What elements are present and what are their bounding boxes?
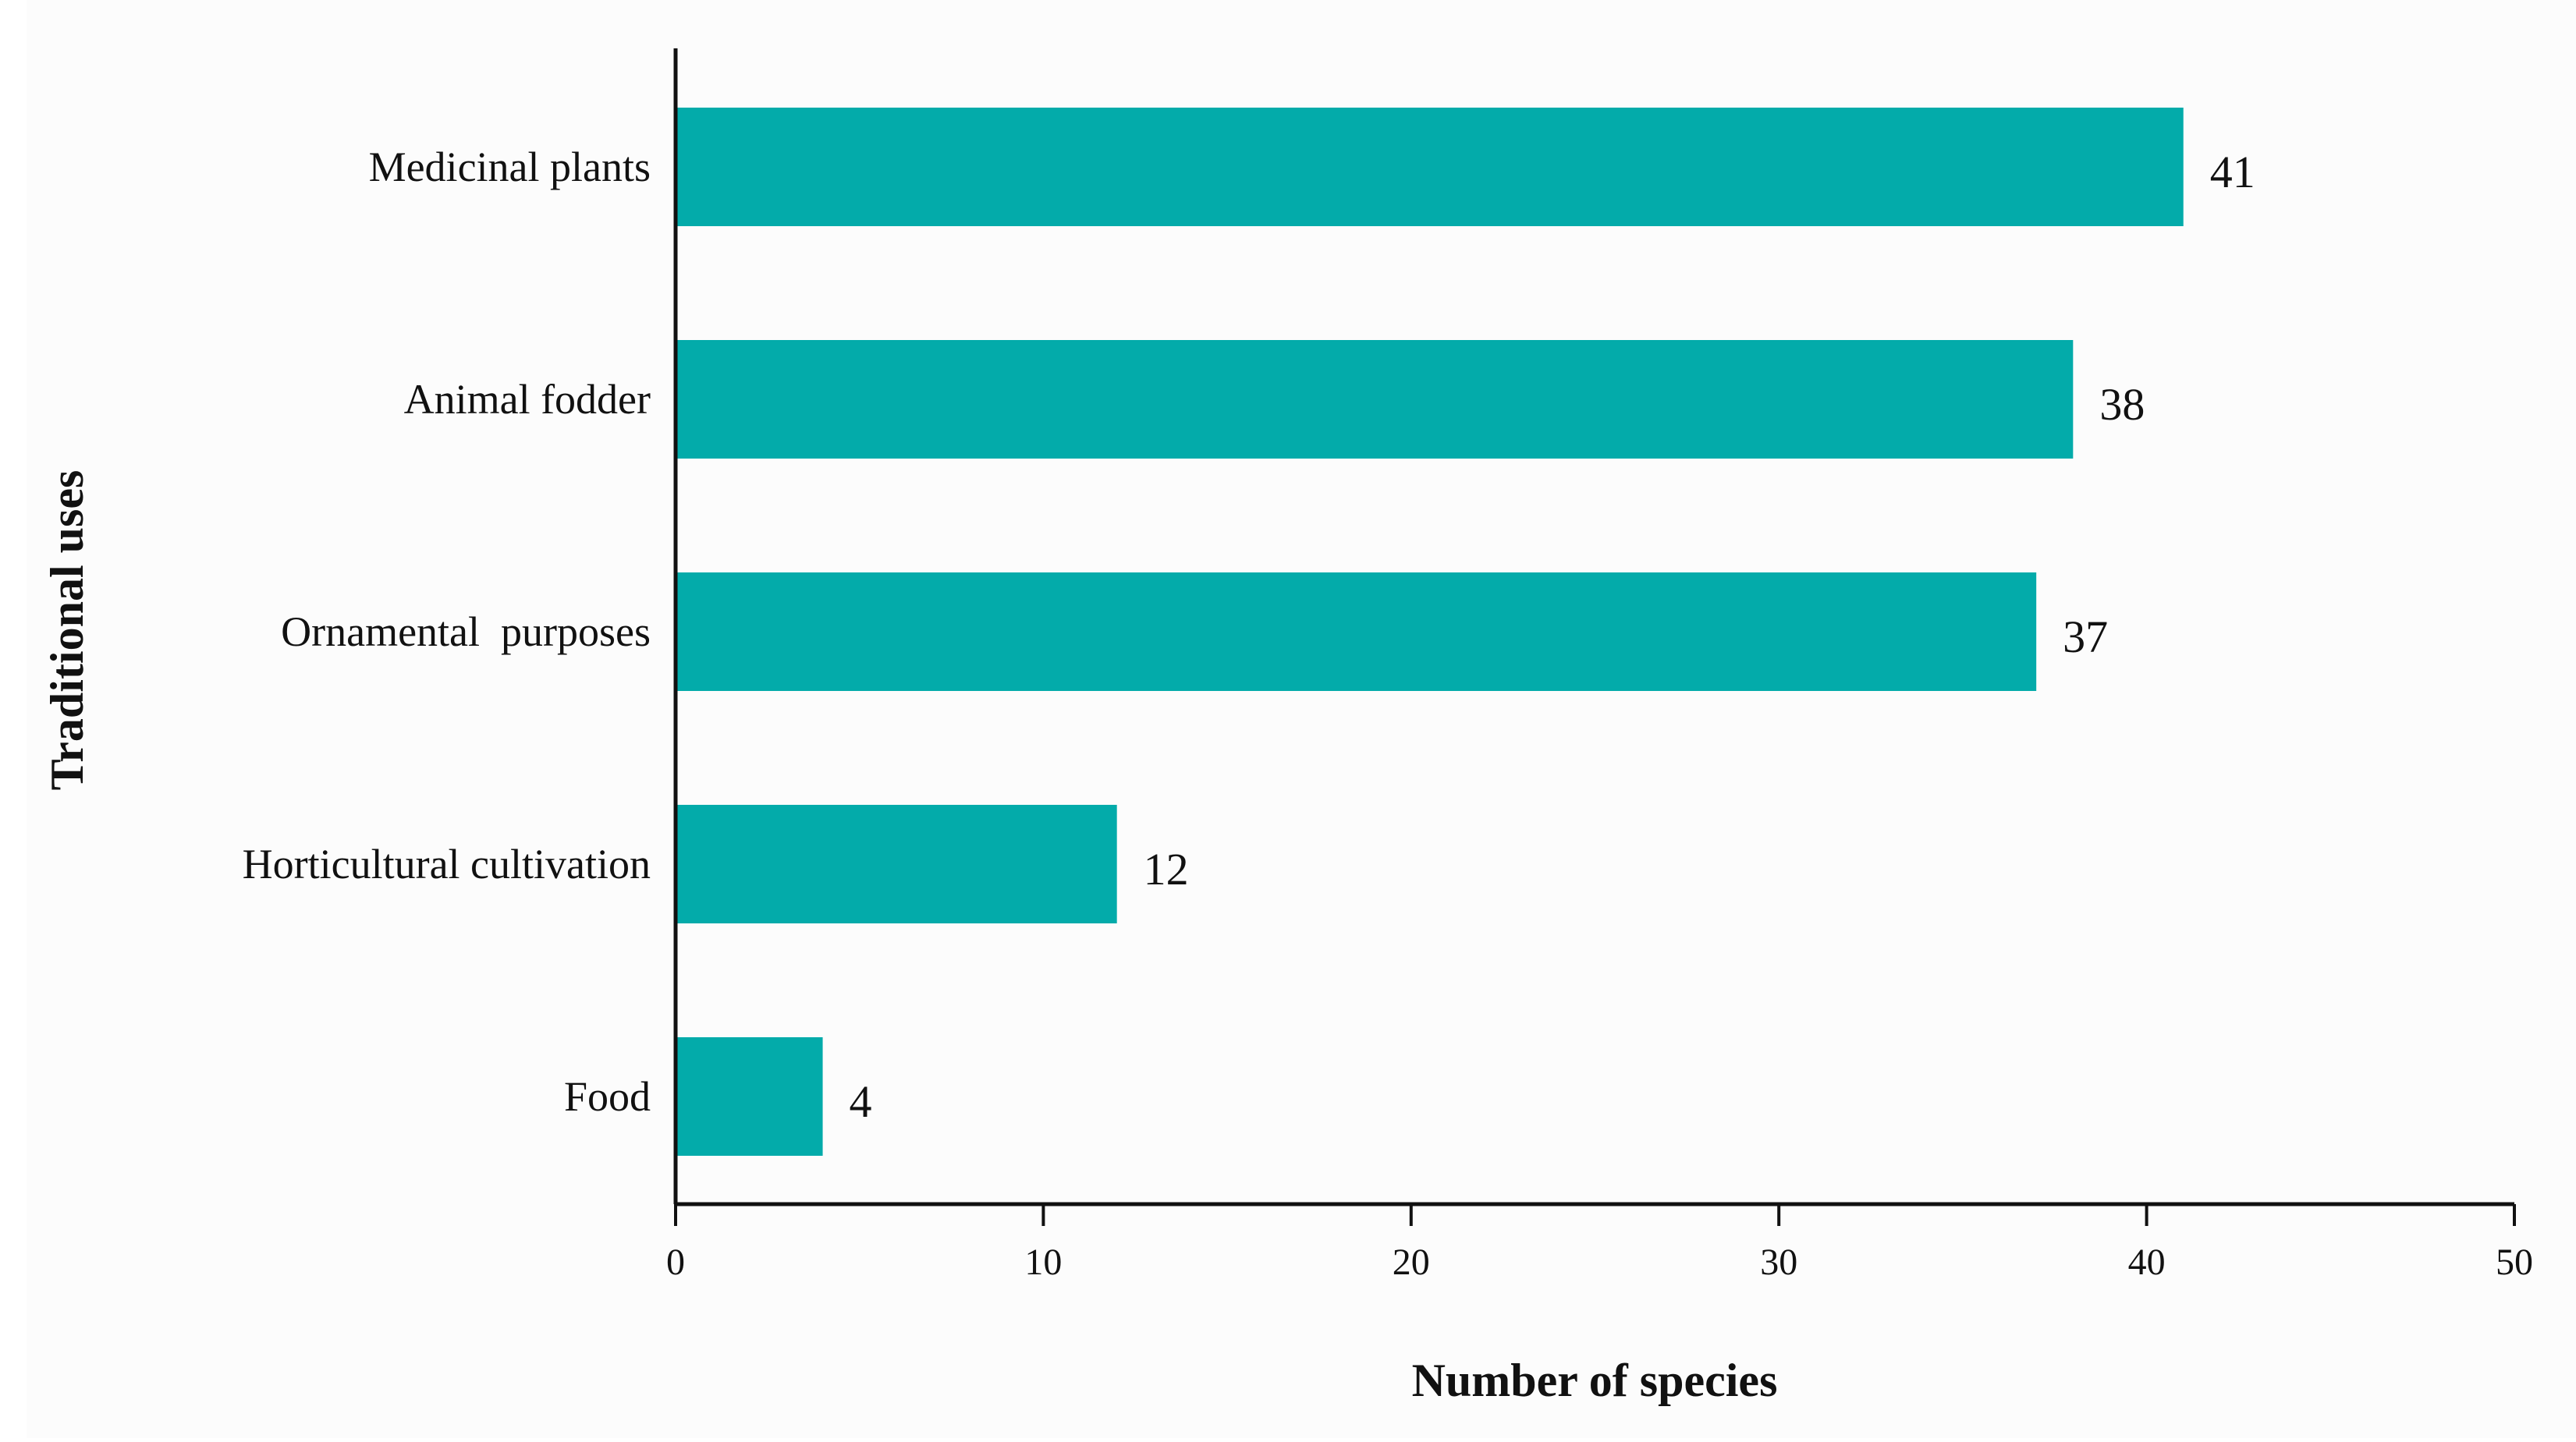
value-label-medicinal-plants: 41: [2210, 147, 2255, 197]
y-axis-title: Traditional uses: [41, 470, 93, 791]
bar-horticultural-cultivation: [677, 805, 1117, 923]
bar-food: [677, 1037, 823, 1156]
bar-medicinal-plants: [677, 108, 2184, 226]
x-tick-label: 40: [2128, 1242, 2166, 1283]
value-label-ornamental-purposes: 37: [2063, 611, 2108, 662]
value-label-animal-fodder: 38: [2099, 379, 2145, 430]
x-axis-title: Number of species: [1412, 1355, 1778, 1406]
category-label-animal-fodder: Animal fodder: [404, 376, 651, 423]
value-label-horticultural-cultivation: 12: [1144, 844, 1189, 895]
category-label-food: Food: [564, 1073, 651, 1120]
x-tick-label: 30: [1760, 1242, 1797, 1283]
category-label-horticultural-cultivation: Horticultural cultivation: [243, 841, 651, 888]
bar-animal-fodder: [677, 340, 2074, 459]
axes-group: [673, 48, 2514, 1206]
bar-ornamental-purposes: [677, 572, 2037, 691]
labels-group: Medicinal plants 41 Animal fodder 38 Ornamen…: [243, 143, 2255, 1127]
category-label-medicinal-plants: Medicinal plants: [369, 143, 651, 190]
x-tick-label: 0: [666, 1242, 685, 1283]
category-label-ornamental-purposes: Ornamental purposes: [281, 608, 651, 655]
x-ticks-group: 0 10 20 30 40 50: [666, 1204, 2533, 1283]
plot-background: [27, 0, 2576, 1438]
bars-group: [677, 108, 2184, 1156]
x-tick-label: 50: [2496, 1242, 2533, 1283]
x-tick-label: 10: [1024, 1242, 1062, 1283]
value-label-food: 4: [850, 1076, 872, 1127]
x-tick-label: 20: [1393, 1242, 1430, 1283]
